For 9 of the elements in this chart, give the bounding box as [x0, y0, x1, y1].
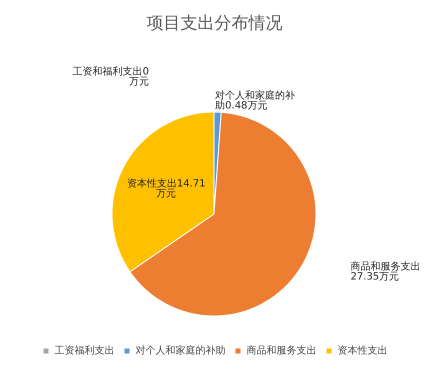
legend-label: 工资福利支出: [54, 344, 114, 356]
data-label: 对个人和家庭的补助0.48万元: [215, 90, 296, 112]
data-label: 资本性支出14.71万元: [126, 177, 206, 200]
chart-title: 项目支出分布情况: [146, 14, 282, 34]
data-label: 商品和服务支出27.35万元: [350, 260, 421, 283]
legend-label: 对个人和家庭的补助: [136, 344, 226, 356]
legend-label: 资本性支出: [338, 344, 388, 356]
text: 工资和福利支出0万元: [72, 66, 149, 88]
legend-label: 商品和服务支出: [246, 344, 316, 356]
